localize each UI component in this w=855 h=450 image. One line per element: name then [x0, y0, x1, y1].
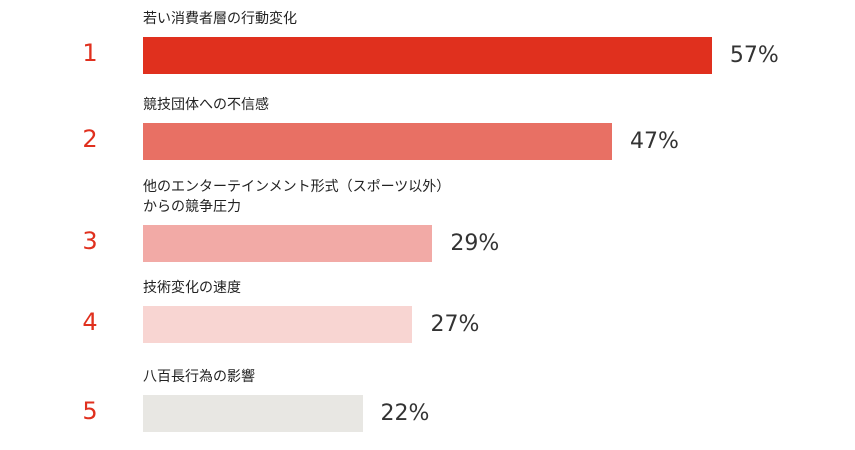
rank-number: 2: [82, 125, 98, 153]
bar: [143, 395, 363, 432]
rank-number: 5: [82, 397, 98, 425]
bar: [143, 123, 613, 160]
rank-number: 3: [82, 227, 98, 255]
category-label: 他のエンターテインメント形式（スポーツ以外） からの競争圧力: [143, 179, 451, 215]
rank-number: 4: [82, 308, 98, 336]
category-label: 八百長行為の影響: [143, 369, 255, 385]
value-label: 27%: [430, 312, 480, 337]
category-label: 技術変化の速度: [143, 280, 241, 296]
rank-number: 1: [82, 39, 98, 67]
bar: [143, 306, 413, 343]
bar: [143, 37, 712, 74]
value-label: 57%: [729, 43, 779, 68]
category-label: 若い消費者層の行動変化: [143, 11, 297, 27]
bar: [143, 225, 433, 262]
category-label: 競技団体への不信感: [143, 97, 269, 113]
value-label: 22%: [380, 401, 430, 426]
value-label: 29%: [450, 231, 500, 256]
value-label: 47%: [630, 129, 679, 154]
